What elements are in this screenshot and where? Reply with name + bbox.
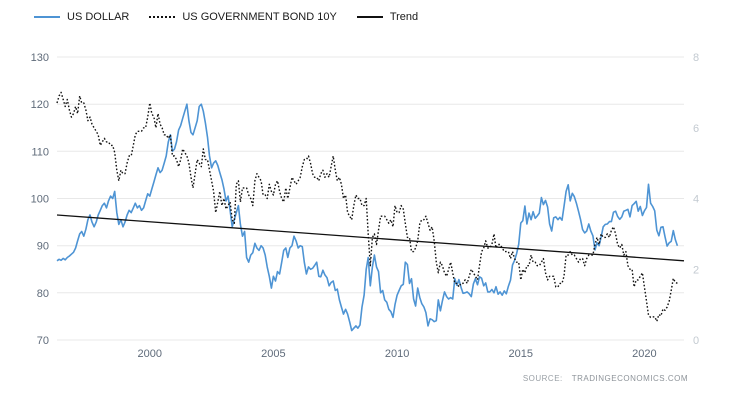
right-axis-tick-label: 6 [693, 123, 699, 135]
x-axis-tick-label: 2015 [509, 348, 533, 360]
series-line-1 [56, 91, 678, 322]
legend-label-bond-10y: US GOVERNMENT BOND 10Y [182, 11, 337, 23]
right-axis-tick-label: 4 [693, 194, 699, 206]
left-axis-tick-label: 70 [37, 335, 49, 347]
source-site-link: TRADINGECONOMICS.COM [571, 374, 688, 383]
left-axis-tick-label: 120 [31, 99, 49, 111]
x-axis-tick-label: 2005 [261, 348, 285, 360]
trend-line-swatch-icon [356, 16, 383, 18]
us-dollar-line-swatch-icon [34, 16, 60, 18]
left-axis-tick-label: 80 [37, 288, 49, 300]
left-axis-tick-label: 100 [31, 194, 49, 206]
series-line-2 [56, 214, 685, 262]
right-axis-tick-label: 0 [693, 335, 699, 347]
left-axis-tick-label: 90 [37, 241, 49, 253]
x-axis-tick-label: 2000 [138, 348, 162, 360]
left-axis-tick-label: 110 [31, 146, 49, 158]
legend-item-trend[interactable]: Trend [356, 11, 419, 23]
source-label: SOURCE: [522, 374, 563, 383]
source-attribution[interactable]: SOURCE: TRADINGECONOMICS.COM [523, 374, 688, 383]
x-axis-tick-label: 2010 [385, 348, 409, 360]
right-axis-tick-label: 8 [693, 52, 699, 64]
x-axis-tick-label: 2020 [632, 348, 656, 360]
bond-10y-dotted-line-swatch-icon [149, 16, 176, 18]
legend-item-us-dollar[interactable]: US DOLLAR [34, 11, 129, 23]
legend-item-bond-10y[interactable]: US GOVERNMENT BOND 10Y [149, 11, 337, 23]
chart-legend: US DOLLAR US GOVERNMENT BOND 10Y Trend [34, 11, 418, 23]
series-line-0 [56, 103, 679, 332]
legend-label-trend: Trend [389, 11, 419, 23]
right-axis-tick-label: 2 [693, 264, 699, 276]
legend-label-us-dollar: US DOLLAR [67, 11, 130, 23]
left-axis-tick-label: 130 [31, 52, 49, 64]
